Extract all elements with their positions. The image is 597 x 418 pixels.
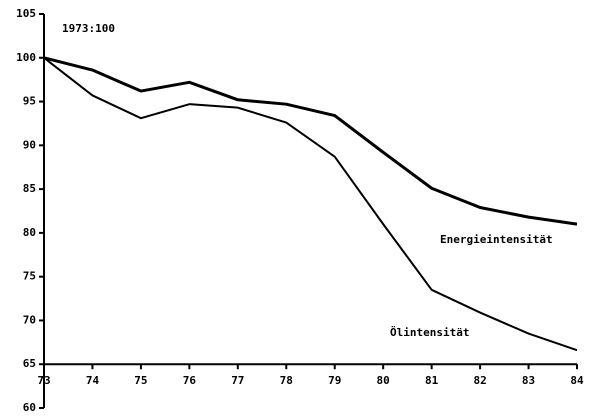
y-tick-label: 85 [23,182,36,195]
series-label: Energieintensität [440,233,553,246]
y-tick-label: 60 [23,401,36,414]
series-label: Ölintensität [390,325,469,339]
y-tick-label: 90 [23,138,36,151]
x-tick-label: 83 [522,374,535,387]
y-tick-label: 80 [23,226,36,239]
x-tick-label: 76 [183,374,197,387]
data-line [43,56,578,352]
x-tick-label: 82 [473,374,486,387]
x-tick-label: 73 [37,374,50,387]
x-tick-label: 81 [425,374,439,387]
y-tick-label: 70 [23,313,36,326]
x-tick-label: 75 [134,374,147,387]
x-tick-label: 84 [570,374,584,387]
x-tick-label: 79 [328,374,341,387]
x-tick-label: 78 [280,374,293,387]
y-tick-label: 65 [23,357,36,370]
x-tick-label: 74 [86,374,100,387]
x-tick-label: 77 [231,374,244,387]
annotation: 1973:100 [62,22,115,35]
y-tick-label: 95 [23,95,36,108]
y-tick-label: 100 [16,51,36,64]
data-line [43,56,578,226]
y-tick-label: 105 [16,7,36,20]
y-tick-label: 75 [23,270,36,283]
x-tick-label: 80 [377,374,390,387]
